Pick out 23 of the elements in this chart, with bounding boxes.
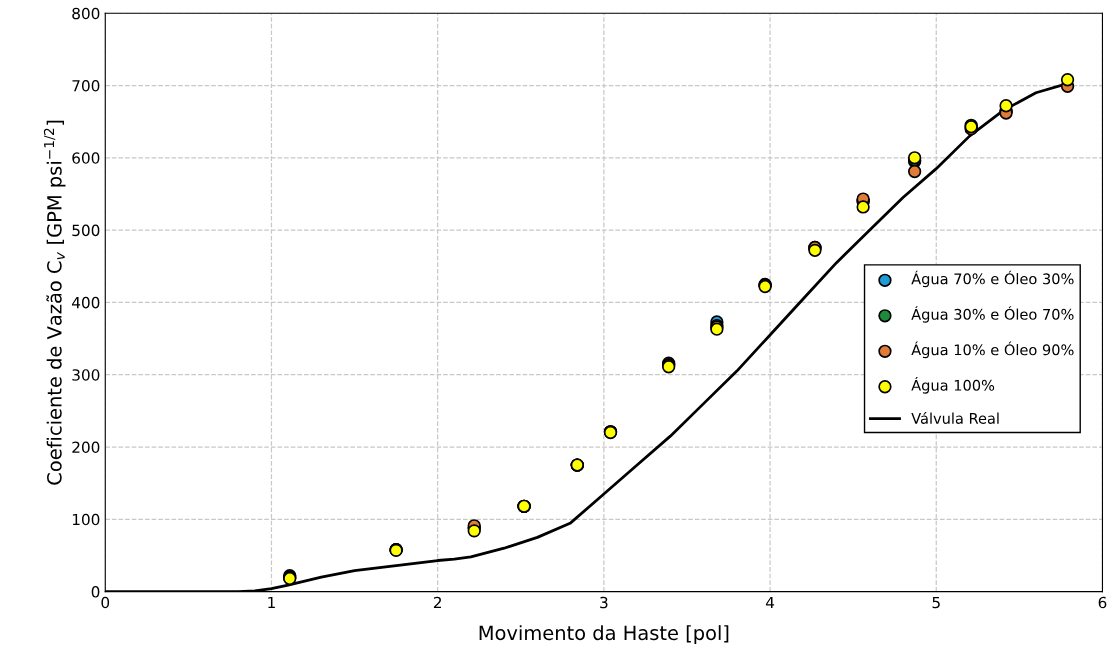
x-tick-label: 2 [433, 596, 441, 609]
y-tick-label: 600 [72, 152, 100, 164]
legend-label: Água 10% e Óleo 90% [911, 341, 1074, 359]
legend-label: Válvula Real [911, 412, 999, 424]
x-axis-title: Movimento da Haste [pol] [479, 625, 729, 644]
x-tick-label: 6 [1098, 596, 1107, 609]
x-tick-label: 0 [101, 596, 110, 609]
legend-label: Água 100% [911, 377, 995, 394]
legend-label: Água 70% e Óleo 30% [911, 270, 1074, 288]
legend-label: Água 30% e Óleo 70% [911, 306, 1074, 323]
y-tick-label: 800 [72, 7, 100, 20]
x-tick-label: 5 [932, 596, 940, 609]
x-tick-label: 3 [600, 596, 608, 609]
y-axis-title: Coeficiente de Vazão C$_{v}$ [GPM psi$^{−1/2}$] [43, 120, 66, 485]
y-tick-label: 200 [72, 441, 100, 454]
y-tick-label: 0 [91, 586, 100, 598]
x-tick-label: 4 [765, 596, 775, 609]
y-tick-label: 500 [72, 224, 100, 237]
y-tick-label: 400 [71, 296, 100, 309]
y-tick-label: 100 [72, 513, 100, 526]
y-tick-label: 700 [72, 79, 100, 92]
x-tick-label: 1 [268, 596, 275, 609]
y-tick-label: 300 [72, 369, 100, 381]
